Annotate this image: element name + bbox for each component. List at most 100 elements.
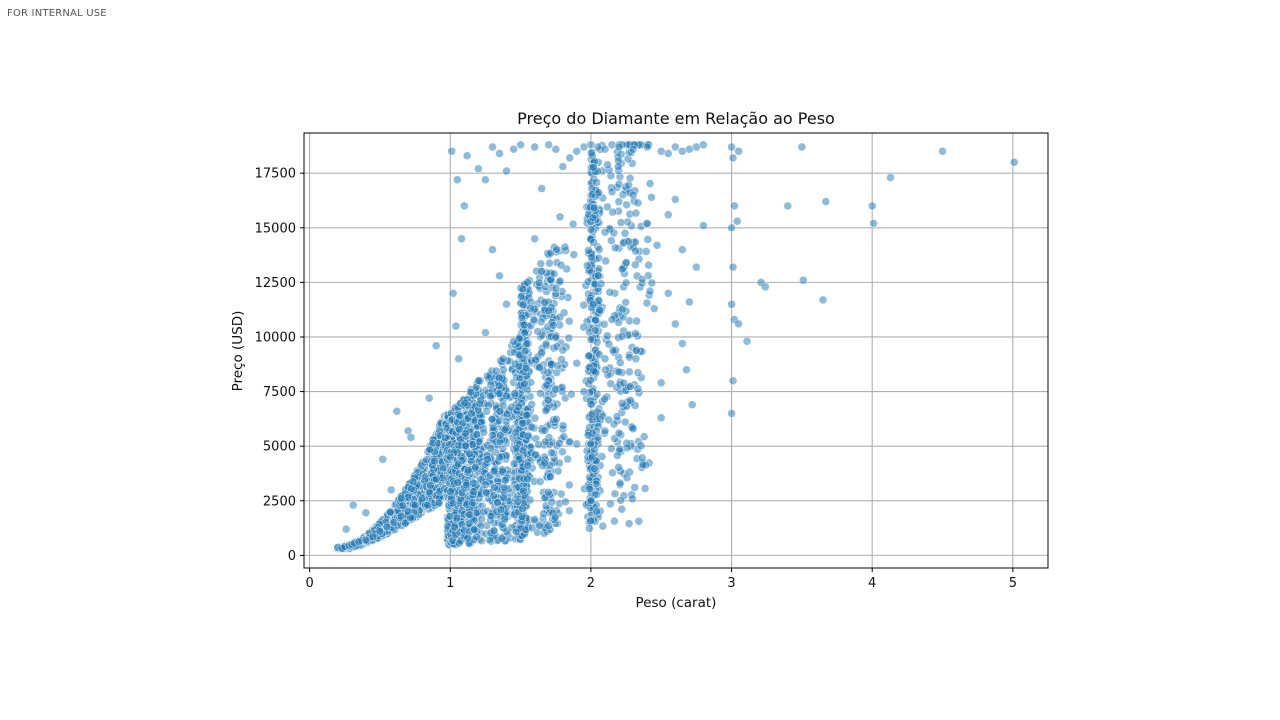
data-point	[520, 346, 530, 356]
data-point	[624, 180, 634, 190]
data-point	[410, 500, 420, 510]
data-point	[670, 195, 680, 204]
data-point	[728, 153, 738, 163]
points-layer	[333, 140, 1019, 554]
data-point	[587, 452, 597, 462]
data-point	[498, 467, 507, 476]
data-point	[488, 142, 497, 152]
data-point	[622, 200, 631, 210]
data-point	[466, 387, 475, 397]
data-point	[520, 328, 530, 338]
data-point	[516, 140, 525, 150]
data-point	[472, 532, 481, 542]
data-point	[639, 432, 649, 441]
data-point	[481, 175, 490, 184]
data-point	[434, 498, 444, 508]
data-point	[486, 511, 496, 521]
data-point	[584, 246, 593, 255]
x-tick-label: 5	[1009, 576, 1017, 591]
data-point	[551, 332, 561, 342]
data-point	[454, 354, 464, 364]
data-point	[652, 241, 662, 250]
data-point	[564, 316, 574, 326]
data-point	[568, 219, 578, 229]
data-point	[565, 506, 574, 516]
data-point	[610, 516, 619, 526]
data-point	[354, 537, 364, 547]
data-point	[609, 228, 619, 238]
data-point	[637, 274, 647, 284]
data-point	[600, 354, 610, 364]
data-point	[797, 142, 807, 152]
data-point	[502, 391, 511, 401]
data-point	[527, 400, 537, 409]
data-point	[497, 534, 507, 543]
data-point	[645, 286, 655, 296]
data-point	[644, 260, 653, 270]
data-point	[1009, 158, 1019, 167]
data-point	[498, 354, 508, 364]
data-point	[529, 315, 539, 324]
data-point	[631, 246, 640, 256]
data-point	[663, 149, 673, 158]
data-point	[607, 315, 617, 324]
data-point	[594, 188, 604, 197]
data-point	[459, 201, 469, 211]
data-point	[495, 271, 504, 281]
data-point	[564, 333, 574, 343]
data-point	[625, 367, 634, 377]
data-point	[620, 229, 630, 238]
data-point	[348, 500, 358, 510]
data-point	[600, 144, 610, 154]
data-point	[527, 523, 537, 533]
data-point	[600, 426, 610, 436]
data-point	[596, 279, 606, 289]
data-point	[732, 216, 742, 226]
data-point	[523, 474, 532, 484]
data-point	[521, 410, 531, 420]
data-point	[495, 407, 505, 416]
data-point	[481, 480, 490, 490]
data-point	[455, 424, 464, 434]
data-point	[616, 218, 626, 227]
y-tick-label: 15000	[255, 221, 296, 236]
data-point	[606, 379, 615, 389]
data-point	[560, 242, 570, 252]
data-point	[586, 148, 596, 158]
data-point	[938, 147, 947, 156]
data-point	[649, 304, 659, 313]
data-point	[600, 227, 610, 237]
data-point	[586, 439, 596, 449]
data-point	[551, 283, 561, 293]
data-point	[610, 243, 620, 253]
data-point	[656, 147, 666, 156]
grid-layer	[304, 133, 1048, 568]
y-axis-label: Preço (USD)	[230, 311, 246, 392]
data-point	[602, 331, 612, 341]
data-point	[642, 142, 652, 152]
data-point	[486, 380, 496, 390]
data-point	[425, 445, 434, 454]
data-point	[438, 463, 448, 473]
data-point	[727, 142, 736, 152]
watermark-text: FOR INTERNAL USE	[7, 8, 107, 19]
data-point	[579, 322, 589, 332]
data-point	[541, 339, 551, 349]
data-point	[486, 443, 495, 453]
data-point	[617, 504, 627, 514]
data-point	[587, 400, 596, 409]
data-point	[621, 278, 631, 288]
data-point	[523, 431, 533, 441]
data-point	[535, 477, 545, 486]
data-point	[375, 527, 385, 536]
data-point	[460, 398, 470, 408]
data-point	[361, 508, 371, 518]
data-point	[541, 406, 551, 416]
data-point	[557, 382, 567, 392]
data-point	[490, 483, 499, 492]
data-point	[582, 261, 592, 270]
data-point	[475, 399, 485, 409]
data-point	[481, 328, 490, 337]
data-point	[663, 288, 673, 298]
data-point	[614, 179, 624, 189]
